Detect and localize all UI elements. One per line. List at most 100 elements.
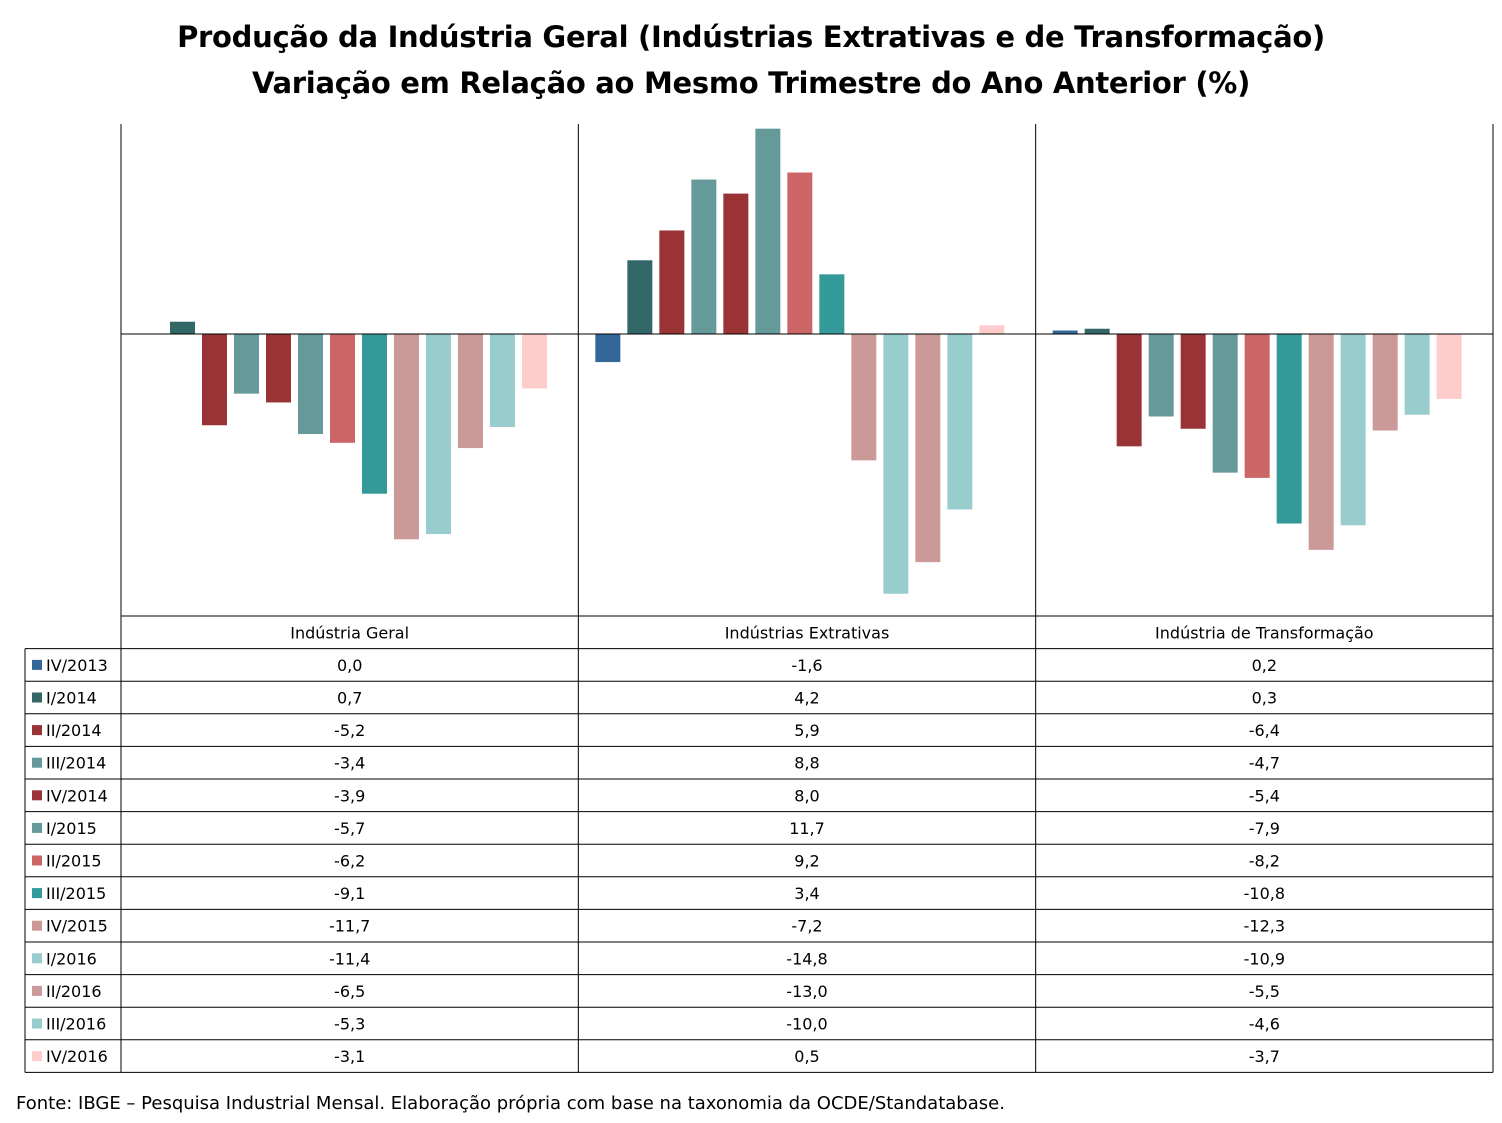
data-label-industria-de-transformacao-iii-2015: -10,8 [1244, 884, 1285, 903]
data-label-industria-geral-ii-2016: -6,5 [334, 982, 365, 1001]
bar-industrias-extrativas-iii-2016 [947, 334, 973, 510]
legend-key-iii-2016 [32, 1018, 42, 1029]
bar-industria-geral-iii-2016 [490, 334, 515, 428]
legend-key-ii-2014 [32, 725, 42, 736]
data-label-industria-geral-ii-2014: -5,2 [334, 721, 365, 740]
category-label-industria-de-transformacao: Indústria de Transformação [1155, 623, 1374, 642]
legend-key-i-2016 [32, 953, 42, 964]
bar-industria-geral-i-2015 [298, 334, 323, 435]
legend-key-iii-2015 [32, 888, 42, 899]
bar-industrias-extrativas-i-2014 [627, 260, 653, 334]
data-label-industrias-extrativas-iv-2015: -7,2 [791, 917, 822, 936]
bars-layer [138, 128, 1462, 594]
bar-industria-geral-iii-2014 [234, 334, 259, 394]
data-label-industrias-extrativas-iv-2016: 0,5 [794, 1047, 819, 1066]
data-label-industria-de-transformacao-ii-2015: -8,2 [1249, 852, 1280, 871]
bar-industria-geral-iv-2016 [522, 334, 547, 389]
legend-label-iii-2016: III/2016 [46, 1015, 106, 1034]
bar-industria-de-transformacao-iv-2015 [1308, 334, 1334, 550]
data-label-industria-geral-i-2016: -11,4 [329, 949, 370, 968]
legend-label-iii-2014: III/2014 [46, 754, 106, 773]
data-label-industrias-extrativas-iv-2014: 8,0 [794, 786, 819, 805]
bar-industrias-extrativas-ii-2014 [659, 230, 685, 334]
data-label-industria-de-transformacao-i-2015: -7,9 [1249, 819, 1280, 838]
data-label-industria-geral-iv-2016: -3,1 [334, 1047, 365, 1066]
grid-lines-layer [120, 124, 1494, 616]
legend-label-ii-2015: II/2015 [46, 852, 102, 871]
data-label-industrias-extrativas-i-2015: 11,7 [789, 819, 825, 838]
legend-key-iv-2013 [32, 659, 42, 670]
legend-label-i-2015: I/2015 [46, 819, 97, 838]
data-label-industria-geral-iv-2015: -11,7 [329, 917, 370, 936]
legend-key-ii-2015 [32, 855, 42, 866]
legend-key-iv-2014 [32, 790, 42, 801]
legend-label-iv-2014: IV/2014 [46, 786, 108, 805]
legend-label-iv-2016: IV/2016 [46, 1047, 108, 1066]
data-label-industria-de-transformacao-ii-2016: -5,5 [1249, 982, 1280, 1001]
data-label-industria-de-transformacao-i-2014: 0,3 [1252, 689, 1277, 708]
legend-key-iv-2015 [32, 920, 42, 931]
legend-key-i-2014 [32, 692, 42, 703]
bar-industrias-extrativas-ii-2015 [787, 172, 813, 334]
legend-label-ii-2014: II/2014 [46, 721, 102, 740]
legend-key-iv-2016 [32, 1051, 42, 1062]
bar-industrias-extrativas-iv-2014 [723, 193, 749, 334]
legend-label-i-2014: I/2014 [46, 689, 97, 708]
bar-industria-geral-iv-2014 [266, 334, 291, 403]
legend-label-i-2016: I/2016 [46, 949, 97, 968]
bar-chart-with-data-table: Indústria Geral Indústrias Extrativas Indú… [24, 124, 1494, 1073]
data-label-industrias-extrativas-iii-2014: 8,8 [794, 754, 819, 773]
legend-key-i-2015 [32, 822, 42, 833]
data-label-industria-de-transformacao-iv-2015: -12,3 [1244, 917, 1285, 936]
bar-industrias-extrativas-iv-2013 [595, 334, 621, 363]
bar-industria-de-transformacao-iv-2016 [1436, 334, 1462, 399]
bar-industria-geral-ii-2015 [330, 334, 355, 443]
legend-label-ii-2016: II/2016 [46, 982, 102, 1001]
bar-industrias-extrativas-iv-2016 [979, 325, 1005, 334]
data-label-industrias-extrativas-ii-2016: -13,0 [786, 982, 827, 1001]
bar-industria-de-transformacao-iv-2013 [1052, 330, 1078, 334]
legend-label-iii-2015: III/2015 [46, 884, 106, 903]
data-label-industrias-extrativas-i-2016: -14,8 [786, 949, 827, 968]
data-label-industrias-extrativas-iii-2015: 3,4 [794, 884, 819, 903]
data-label-industria-de-transformacao-iv-2016: -3,7 [1249, 1047, 1280, 1066]
bar-industrias-extrativas-i-2015 [755, 128, 781, 334]
bar-industrias-extrativas-i-2016 [883, 334, 909, 594]
data-label-industria-de-transformacao-iv-2013: 0,2 [1252, 656, 1277, 675]
data-label-industria-geral-iii-2015: -9,1 [334, 884, 365, 903]
legend-key-iii-2014 [32, 757, 42, 768]
bar-industrias-extrativas-ii-2016 [915, 334, 941, 563]
bar-industria-geral-iv-2015 [394, 334, 419, 540]
bar-industria-geral-ii-2016 [458, 334, 483, 449]
data-label-industria-geral-i-2015: -5,7 [334, 819, 365, 838]
data-label-industrias-extrativas-iii-2016: -10,0 [786, 1015, 827, 1034]
data-label-industrias-extrativas-iv-2013: -1,6 [791, 656, 822, 675]
data-label-industria-geral-iv-2013: 0,0 [337, 656, 362, 675]
bar-industria-de-transformacao-ii-2016 [1372, 334, 1398, 431]
bar-industria-geral-i-2016 [426, 334, 451, 535]
legend-label-iv-2013: IV/2013 [46, 656, 108, 675]
bar-industria-geral-ii-2014 [202, 334, 227, 426]
bar-industria-de-transformacao-iii-2014 [1148, 334, 1174, 417]
bar-industria-de-transformacao-i-2015 [1212, 334, 1238, 473]
data-label-industria-de-transformacao-ii-2014: -6,4 [1249, 721, 1280, 740]
data-label-industrias-extrativas-i-2014: 4,2 [794, 689, 819, 708]
data-label-industria-geral-iv-2014: -3,9 [334, 786, 365, 805]
data-label-industria-de-transformacao-i-2016: -10,9 [1244, 949, 1285, 968]
data-table-layer: Indústria Geral Indústrias Extrativas Indú… [24, 615, 1494, 1073]
data-label-industria-de-transformacao-iii-2014: -4,7 [1249, 754, 1280, 773]
chart-title-line-1: Produção da Indústria Geral (Indústrias … [177, 20, 1325, 54]
data-label-industria-geral-i-2014: 0,7 [337, 689, 362, 708]
bar-industria-de-transformacao-iii-2015 [1276, 334, 1302, 524]
bar-industria-de-transformacao-iii-2016 [1404, 334, 1430, 415]
bar-industria-geral-i-2014 [170, 321, 195, 334]
bar-industrias-extrativas-iii-2014 [691, 179, 717, 334]
bar-industria-de-transformacao-ii-2015 [1244, 334, 1270, 478]
data-label-industria-geral-ii-2015: -6,2 [334, 852, 365, 871]
bar-industria-de-transformacao-iv-2014 [1180, 334, 1206, 429]
data-label-industria-de-transformacao-iii-2016: -4,6 [1249, 1015, 1280, 1034]
legend-label-iv-2015: IV/2015 [46, 917, 108, 936]
data-label-industria-de-transformacao-iv-2014: -5,4 [1249, 786, 1280, 805]
bar-industrias-extrativas-iv-2015 [851, 334, 877, 461]
bar-industria-de-transformacao-ii-2014 [1116, 334, 1142, 447]
